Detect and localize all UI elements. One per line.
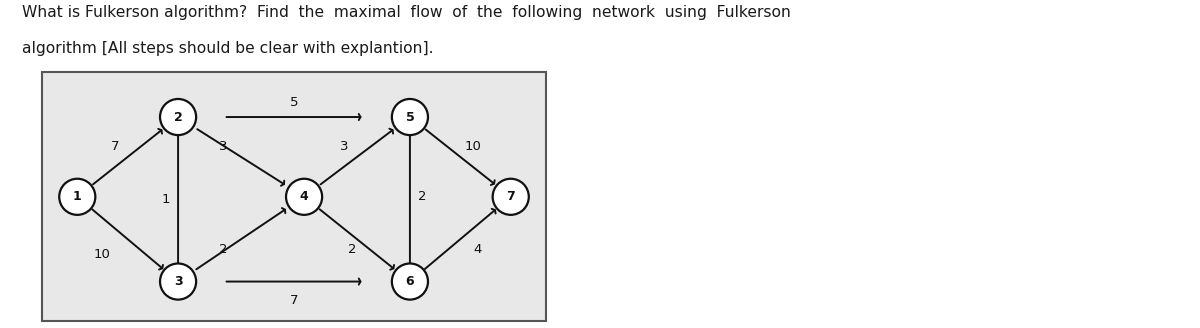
Ellipse shape [160,99,196,135]
Text: 7: 7 [110,140,119,154]
Ellipse shape [160,263,196,299]
Text: 6: 6 [406,275,414,288]
Ellipse shape [286,179,322,215]
Text: 3: 3 [174,275,182,288]
Text: 7: 7 [506,190,515,203]
Text: 7: 7 [289,294,299,307]
Text: 2: 2 [419,190,427,203]
Text: algorithm [All steps should be clear with explantion].: algorithm [All steps should be clear wit… [22,41,433,56]
Text: What is Fulkerson algorithm?  Find  the  maximal  flow  of  the  following  netw: What is Fulkerson algorithm? Find the ma… [22,5,791,20]
Bar [42,72,546,321]
Text: 3: 3 [220,140,228,154]
Text: 10: 10 [94,248,110,261]
Ellipse shape [493,179,529,215]
Text: 3: 3 [340,140,349,154]
Text: 2: 2 [220,243,228,256]
Text: 5: 5 [406,111,414,124]
Text: 4: 4 [300,190,308,203]
Text: 5: 5 [289,95,299,109]
Ellipse shape [392,263,428,299]
Text: 10: 10 [464,140,481,154]
Text: 1: 1 [73,190,82,203]
Text: 1: 1 [161,193,169,206]
Ellipse shape [392,99,428,135]
Ellipse shape [59,179,95,215]
Text: 4: 4 [474,243,482,256]
Text: 2: 2 [348,243,356,256]
Text: 2: 2 [174,111,182,124]
